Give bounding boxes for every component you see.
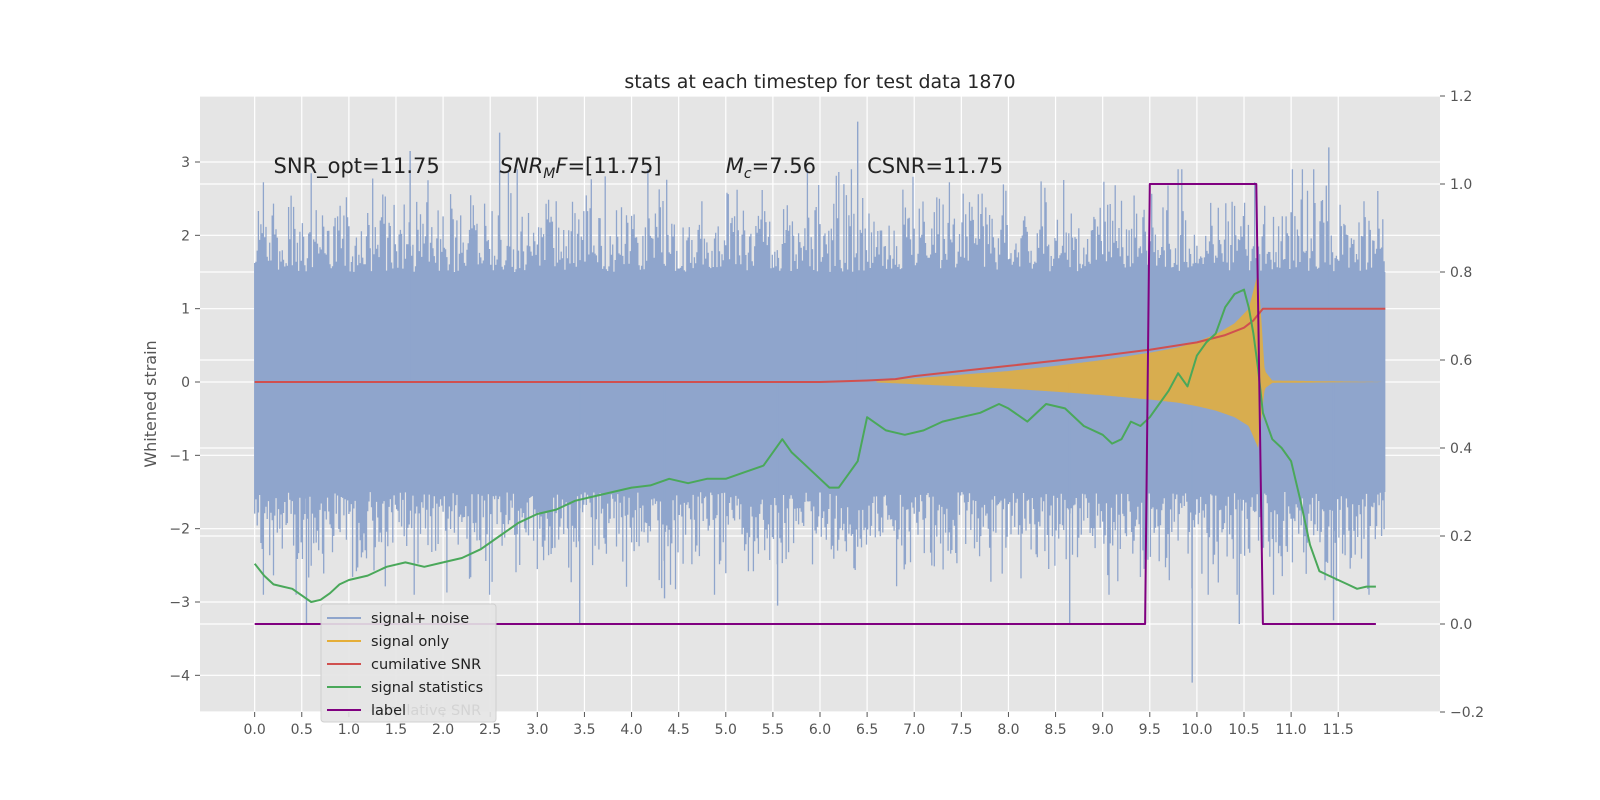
series-line bbox=[254, 307, 1386, 383]
x-tick-label: 5.0 bbox=[715, 722, 737, 738]
x-tick-label: 2.0 bbox=[432, 722, 454, 738]
legend-label: label bbox=[371, 703, 406, 719]
x-tick-label: 8.0 bbox=[997, 722, 1019, 738]
x-tick-label: 1.0 bbox=[338, 722, 360, 738]
series-line bbox=[254, 183, 1376, 625]
series-signal-statistics bbox=[253, 288, 1376, 603]
series-layer bbox=[253, 121, 1386, 683]
x-tick-label: 5.5 bbox=[762, 722, 784, 738]
x-tick-label: 0.5 bbox=[291, 722, 313, 738]
x-tick-label: 4.5 bbox=[668, 722, 690, 738]
x-tick-label: 9.0 bbox=[1092, 722, 1114, 738]
series-cumilative-snr bbox=[254, 307, 1386, 383]
x-tick-label: 3.0 bbox=[526, 722, 548, 738]
y-tick-label: −2 bbox=[169, 522, 190, 538]
annotation: SNRMF=[11.75] bbox=[500, 154, 662, 182]
y2-tick-label: −0.2 bbox=[1450, 705, 1484, 721]
legend-label: signal statistics bbox=[371, 680, 483, 696]
y-tick-label: −3 bbox=[169, 595, 190, 611]
x-tick-label: 11.5 bbox=[1323, 722, 1354, 738]
annotation: CSNR=11.75 bbox=[867, 154, 1003, 178]
y-tick-label: 0 bbox=[181, 375, 190, 391]
x-tick-label: 9.5 bbox=[1139, 722, 1161, 738]
y-tick-label: 2 bbox=[181, 228, 190, 244]
y-tick-label: −4 bbox=[169, 668, 190, 684]
y-tick-label: 3 bbox=[181, 155, 190, 171]
legend-label: signal+ noise bbox=[371, 611, 469, 627]
legend-ghost-text: cumilative SNR bbox=[371, 703, 481, 719]
y2-tick-label: 0.0 bbox=[1450, 617, 1472, 633]
y-tick-label: −1 bbox=[169, 448, 190, 464]
x-tick-label: 8.5 bbox=[1044, 722, 1066, 738]
y-axis-label: Whitened strain bbox=[141, 340, 160, 467]
y2-tick-label: 1.0 bbox=[1450, 177, 1472, 193]
x-tick-label: 2.5 bbox=[479, 722, 501, 738]
x-tick-label: 6.5 bbox=[856, 722, 878, 738]
y2-tick-label: 1.2 bbox=[1450, 89, 1472, 105]
y2-tick-label: 0.6 bbox=[1450, 353, 1472, 369]
x-tick-label: 1.5 bbox=[385, 722, 407, 738]
legend: cumilative SNR signal+ noise signal only cu… bbox=[320, 603, 497, 723]
x-tick-label: 10.0 bbox=[1181, 722, 1212, 738]
x-tick-label: 0.0 bbox=[244, 722, 266, 738]
x-tick-label: 4.0 bbox=[620, 722, 642, 738]
y2-tick-label: 0.4 bbox=[1450, 441, 1472, 457]
legend-box bbox=[320, 603, 497, 723]
annotation: SNR_opt=11.75 bbox=[273, 154, 439, 179]
x-tick-label: 7.5 bbox=[950, 722, 972, 738]
legend-label: signal only bbox=[371, 634, 450, 650]
annotation: Mc=7.56 bbox=[726, 154, 816, 182]
legend-label: cumilative SNR bbox=[371, 657, 481, 673]
y-tick-label: 1 bbox=[181, 302, 190, 318]
series-label bbox=[254, 183, 1376, 625]
x-tick-label: 3.5 bbox=[573, 722, 595, 738]
chart-title: stats at each timestep for test data 187… bbox=[624, 71, 1015, 93]
x-tick-label: 11.0 bbox=[1276, 722, 1307, 738]
series-line bbox=[253, 288, 1376, 603]
x-tick-label: 7.0 bbox=[903, 722, 925, 738]
x-tick-label: 10.5 bbox=[1228, 722, 1259, 738]
y2-tick-label: 0.8 bbox=[1450, 265, 1472, 281]
x-tick-label: 6.0 bbox=[809, 722, 831, 738]
y2-tick-label: 0.2 bbox=[1450, 529, 1472, 545]
